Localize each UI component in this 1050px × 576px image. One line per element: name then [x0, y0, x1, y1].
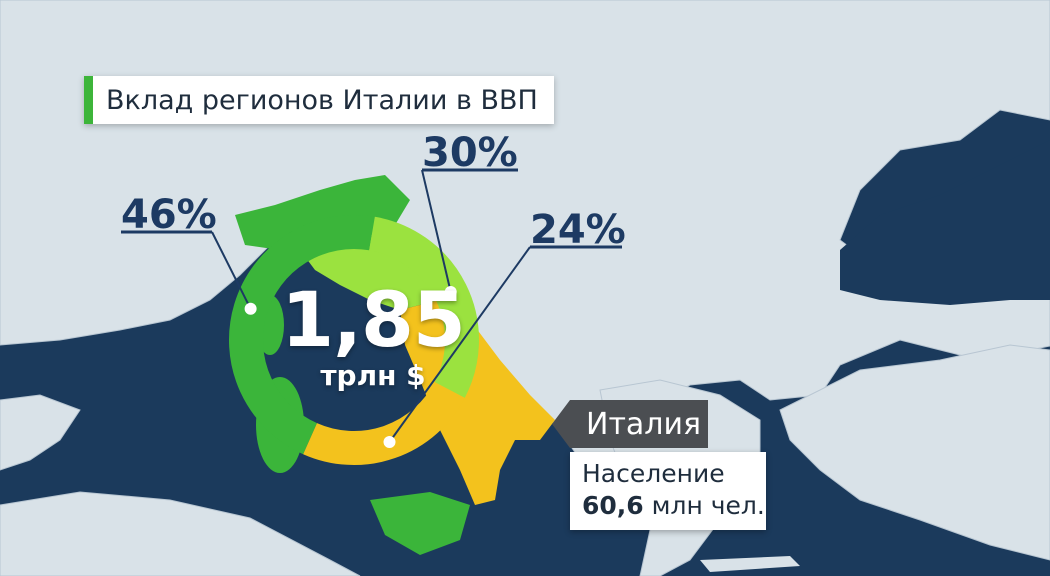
title-text: Вклад регионов Италии в ВВП	[106, 84, 538, 116]
italy-south	[400, 300, 555, 505]
leader-line	[388, 246, 531, 443]
leader-dot-north	[244, 302, 257, 315]
gdp-unit: трлн $	[320, 359, 426, 392]
leader-line	[211, 231, 252, 310]
black-sea	[840, 140, 1050, 305]
leader-dot-south	[383, 435, 396, 448]
island-sicily	[370, 492, 470, 555]
leader-dot-centre	[444, 285, 457, 298]
land-iberia	[0, 394, 81, 471]
land-africa	[0, 491, 361, 576]
pct-label-centre: 30%	[422, 130, 518, 176]
population-value: 60,6	[582, 491, 644, 520]
leader-lines	[121, 168, 622, 448]
country-tag: Италия	[570, 400, 708, 448]
land-anatolia	[779, 344, 1050, 561]
pct-label-north: 46%	[121, 192, 217, 238]
title-box: Вклад регионов Италии в ВВП	[84, 76, 554, 124]
country-tag-arrow	[552, 400, 570, 448]
population-unit: млн чел.	[651, 491, 765, 520]
population-line: 60,6 млн чел.	[582, 490, 766, 522]
leader-line	[421, 169, 452, 293]
population-label: Население	[582, 459, 725, 488]
island-crete	[700, 556, 800, 572]
gdp-value: 1,85	[281, 275, 466, 364]
population-box: Население 60,6 млн чел.	[570, 452, 766, 530]
pct-label-south: 24%	[530, 207, 626, 253]
